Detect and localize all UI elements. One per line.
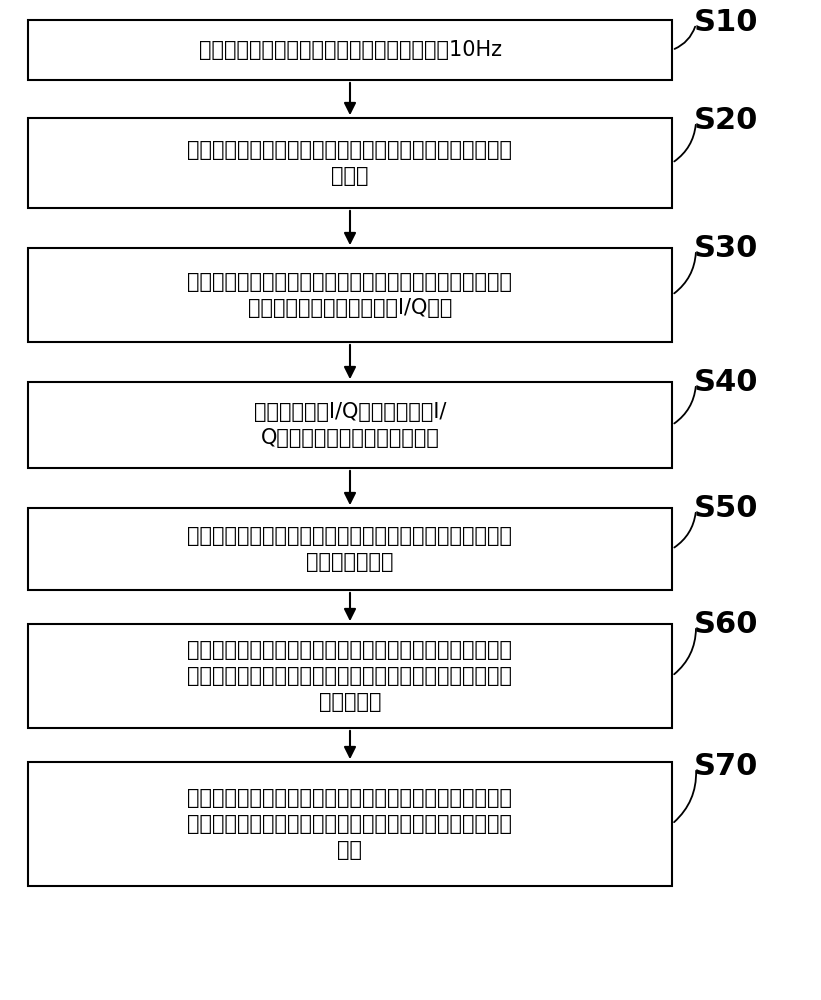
Text: S30: S30 xyxy=(694,234,759,263)
Bar xyxy=(28,118,672,208)
Text: 转换为正交解调的雷达回波I/Q信号: 转换为正交解调的雷达回波I/Q信号 xyxy=(248,298,452,318)
Text: S10: S10 xyxy=(694,8,759,37)
Text: 的频域信号: 的频域信号 xyxy=(319,692,381,712)
Text: S20: S20 xyxy=(694,106,759,135)
Bar xyxy=(28,624,672,728)
Text: S60: S60 xyxy=(694,610,759,639)
Text: 波信号: 波信号 xyxy=(331,166,369,186)
Text: S50: S50 xyxy=(694,494,759,523)
Bar xyxy=(28,20,672,80)
Text: S40: S40 xyxy=(694,368,759,397)
Text: S70: S70 xyxy=(694,752,759,781)
Text: 频率: 频率 xyxy=(337,840,363,860)
Text: 通过模数转换得到接收后的回波原始数字采样后的信号，并: 通过模数转换得到接收后的回波原始数字采样后的信号，并 xyxy=(187,272,512,292)
Text: 对当前得到的I/Q信号与上一次I/: 对当前得到的I/Q信号与上一次I/ xyxy=(254,402,446,422)
Text: 通过天线将脉冲信号发射出去，接收反射回到雷达天线的回: 通过天线将脉冲信号发射出去，接收反射回到雷达天线的回 xyxy=(187,140,512,160)
Bar xyxy=(28,382,672,468)
Text: 根据所述频域信号，获得信号在心跳频率范围和呼吸频率范: 根据所述频域信号，获得信号在心跳频率范围和呼吸频率范 xyxy=(187,788,512,808)
Text: 脉冲超宽带雷达初始化，设置脉冲重复频率为10Hz: 脉冲超宽带雷达初始化，设置脉冲重复频率为10Hz xyxy=(199,40,502,60)
Bar xyxy=(28,508,672,590)
Text: 距离变化的数据: 距离变化的数据 xyxy=(306,552,394,572)
Text: 将所述相位差进行加权平均，得到待测对象胸腔与雷达天线: 将所述相位差进行加权平均，得到待测对象胸腔与雷达天线 xyxy=(187,526,512,546)
Bar xyxy=(28,248,672,342)
Text: 根据待测对象胸腔与雷达天线距离变化的数据，获得一个序: 根据待测对象胸腔与雷达天线距离变化的数据，获得一个序 xyxy=(187,640,512,660)
Text: Q信号的共轭相乘，得到相位差: Q信号的共轭相乘，得到相位差 xyxy=(260,428,439,448)
Text: 围内的峰值对应的频率，作为对应的待测对象的心跳和呼吸: 围内的峰值对应的频率，作为对应的待测对象的心跳和呼吸 xyxy=(187,814,512,834)
Bar xyxy=(28,762,672,886)
Text: 列数据；对所述序列数据进行离散傅里叶变换得到距离变换: 列数据；对所述序列数据进行离散傅里叶变换得到距离变换 xyxy=(187,666,512,686)
